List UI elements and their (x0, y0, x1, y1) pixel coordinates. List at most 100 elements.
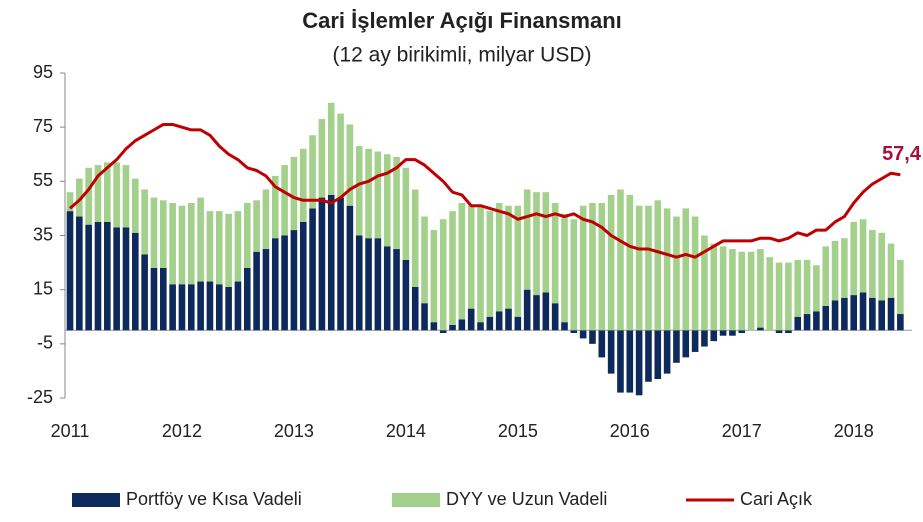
bar (449, 211, 456, 325)
bar (635, 330, 643, 396)
bar (710, 330, 718, 342)
bar (598, 203, 606, 331)
bar (439, 330, 447, 333)
bar (561, 213, 568, 323)
bar (365, 148, 372, 239)
bar (486, 316, 494, 331)
bar (570, 219, 578, 331)
bar (729, 330, 736, 336)
bar (579, 330, 587, 339)
bar (355, 235, 363, 331)
bar (309, 208, 316, 331)
bar (113, 227, 120, 331)
chart-title: Cari İşlemler Açığı Finansmanı (302, 8, 622, 33)
bar (542, 292, 550, 331)
bar (785, 330, 792, 333)
bar (290, 156, 298, 231)
bar (66, 192, 74, 212)
bar (178, 284, 186, 331)
y-tick-label: 95 (33, 62, 53, 82)
line (69, 122, 901, 259)
bar (253, 200, 260, 252)
bar (495, 203, 503, 312)
bar (150, 197, 158, 268)
bar (215, 211, 223, 285)
bar (738, 330, 746, 333)
bar (897, 314, 904, 331)
bar (346, 124, 354, 206)
bar (122, 165, 130, 228)
bar (617, 189, 624, 331)
bar (635, 205, 643, 331)
bar (495, 311, 503, 331)
bar (869, 297, 876, 331)
bar (533, 295, 540, 331)
y-tick-label: 75 (33, 116, 53, 136)
bar (523, 289, 531, 331)
bar (169, 203, 176, 285)
bar (626, 194, 634, 331)
bar (691, 330, 699, 352)
bar (253, 251, 260, 331)
bar (775, 330, 783, 333)
bar (551, 303, 559, 331)
bar (85, 167, 92, 225)
bar (383, 246, 391, 331)
bar (822, 305, 830, 331)
bar (813, 265, 820, 312)
bar (122, 227, 130, 331)
bar (290, 230, 298, 331)
x-tick-label: 2015 (498, 421, 538, 441)
bar (327, 194, 335, 331)
bar (729, 249, 736, 331)
bar (318, 119, 326, 198)
bar (197, 197, 204, 282)
bar (225, 213, 232, 287)
legend-label: DYY ve Uzun Vadeli (446, 489, 607, 509)
bar (887, 243, 895, 298)
y-tick-label: -25 (27, 387, 53, 407)
bar (775, 262, 783, 331)
bar (887, 297, 895, 331)
bar (467, 308, 475, 331)
bar (747, 251, 755, 331)
chart-subtitle: (12 ay birikimli, milyar USD) (332, 44, 591, 67)
bar (850, 295, 858, 331)
x-tick-label: 2016 (610, 421, 650, 441)
bar (374, 151, 382, 239)
bar (654, 330, 662, 380)
y-tick-label: -5 (37, 333, 53, 353)
bar (449, 324, 456, 331)
bar (477, 322, 484, 331)
bar (383, 154, 391, 247)
bar (132, 178, 139, 233)
bar (281, 165, 288, 236)
bar (617, 330, 624, 393)
bar (132, 232, 139, 331)
bar (421, 303, 428, 331)
bar (607, 194, 615, 331)
bar (243, 203, 251, 268)
bar (402, 167, 410, 260)
bar (589, 203, 596, 331)
bar (104, 221, 111, 331)
bar (533, 192, 540, 296)
bar (346, 205, 354, 331)
bar (645, 330, 652, 382)
bar (505, 308, 512, 331)
bar (234, 211, 242, 282)
bar (309, 135, 316, 209)
bar (393, 249, 400, 331)
bar (402, 259, 410, 331)
bar (197, 281, 204, 331)
bar (663, 330, 671, 374)
bar (486, 211, 494, 317)
bar (831, 240, 839, 301)
bar (94, 221, 102, 331)
bar (430, 230, 438, 323)
bar (645, 205, 652, 331)
y-tick-label: 35 (33, 224, 53, 244)
bar (691, 216, 699, 331)
bar (318, 197, 326, 331)
bar (785, 262, 792, 331)
